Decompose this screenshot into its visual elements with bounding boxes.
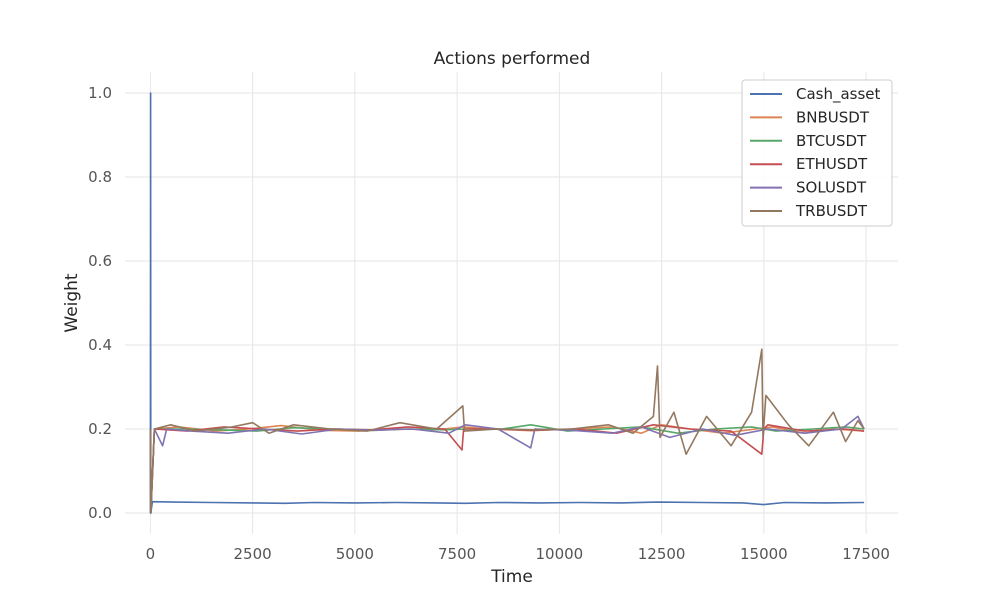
legend-label: Cash_asset — [796, 85, 881, 104]
y-axis-ticks: 0.0 0.2 0.4 0.6 0.8 1.0 — [88, 84, 112, 522]
x-tick-label: 10000 — [535, 545, 583, 563]
legend-label: TRBUSDT — [795, 202, 868, 220]
x-tick-label: 17500 — [842, 545, 890, 563]
x-tick-label: 0 — [146, 545, 156, 563]
y-tick-label: 0.0 — [88, 504, 112, 522]
legend-label: BNBUSDT — [796, 108, 870, 126]
y-tick-label: 0.6 — [88, 252, 112, 270]
legend-label: ETHUSDT — [796, 155, 868, 173]
y-tick-label: 0.4 — [88, 336, 112, 354]
chart-title: Actions performed — [434, 49, 591, 69]
legend-label: SOLUSDT — [796, 179, 867, 197]
x-tick-label: 12500 — [638, 545, 686, 563]
x-tick-label: 7500 — [438, 545, 476, 563]
y-tick-label: 0.2 — [88, 420, 112, 438]
legend-label: BTCUSDT — [796, 132, 867, 150]
series-line-solusdt — [149, 415, 865, 514]
series-line-trbusdt — [149, 348, 865, 514]
x-tick-label: 2500 — [234, 545, 272, 563]
x-tick-label: 5000 — [336, 545, 374, 563]
x-axis-label: Time — [490, 567, 533, 587]
y-axis-label: Weight — [62, 273, 82, 333]
legend: Cash_asset BNBUSDT BTCUSDT ETHUSDT SOLUSDT TR… — [741, 79, 893, 227]
x-axis-ticks: 0 2500 5000 7500 10000 12500 15000 17500 — [146, 545, 890, 563]
series-line-cash-asset — [149, 92, 865, 514]
series-lines — [149, 92, 865, 514]
x-tick-label: 15000 — [740, 545, 788, 563]
y-tick-label: 1.0 — [88, 84, 112, 102]
y-tick-label: 0.8 — [88, 168, 112, 186]
